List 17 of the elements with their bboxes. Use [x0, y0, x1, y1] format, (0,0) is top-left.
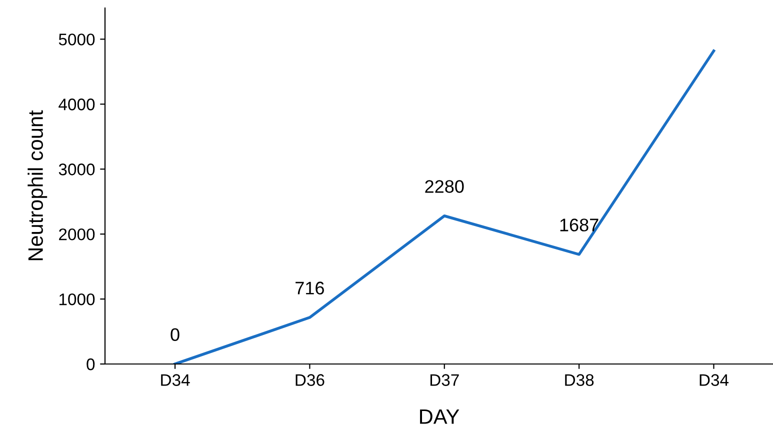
y-axis-title: Neutrophil count	[28, 110, 48, 260]
y-tick-label: 2000	[59, 228, 95, 240]
y-tick-label: 0	[86, 358, 95, 370]
y-tick-label: 1000	[59, 293, 95, 306]
x-tick-label: D34	[161, 374, 190, 386]
y-tick-label: 5000	[58, 34, 95, 46]
data-label: 1687	[560, 218, 598, 232]
x-axis-title: DAY	[420, 409, 460, 424]
data-label: 2280	[425, 180, 464, 193]
data-label: 716	[296, 282, 324, 294]
data-label: 0	[170, 328, 180, 341]
x-tick-label: D37	[430, 374, 459, 386]
x-tick-label: D36	[296, 374, 324, 386]
y-tick-label: 4000	[58, 98, 95, 110]
y-tick-label: 3000	[58, 164, 95, 176]
x-tick-label: D34	[700, 374, 729, 386]
x-tick-label: D38	[565, 374, 594, 386]
